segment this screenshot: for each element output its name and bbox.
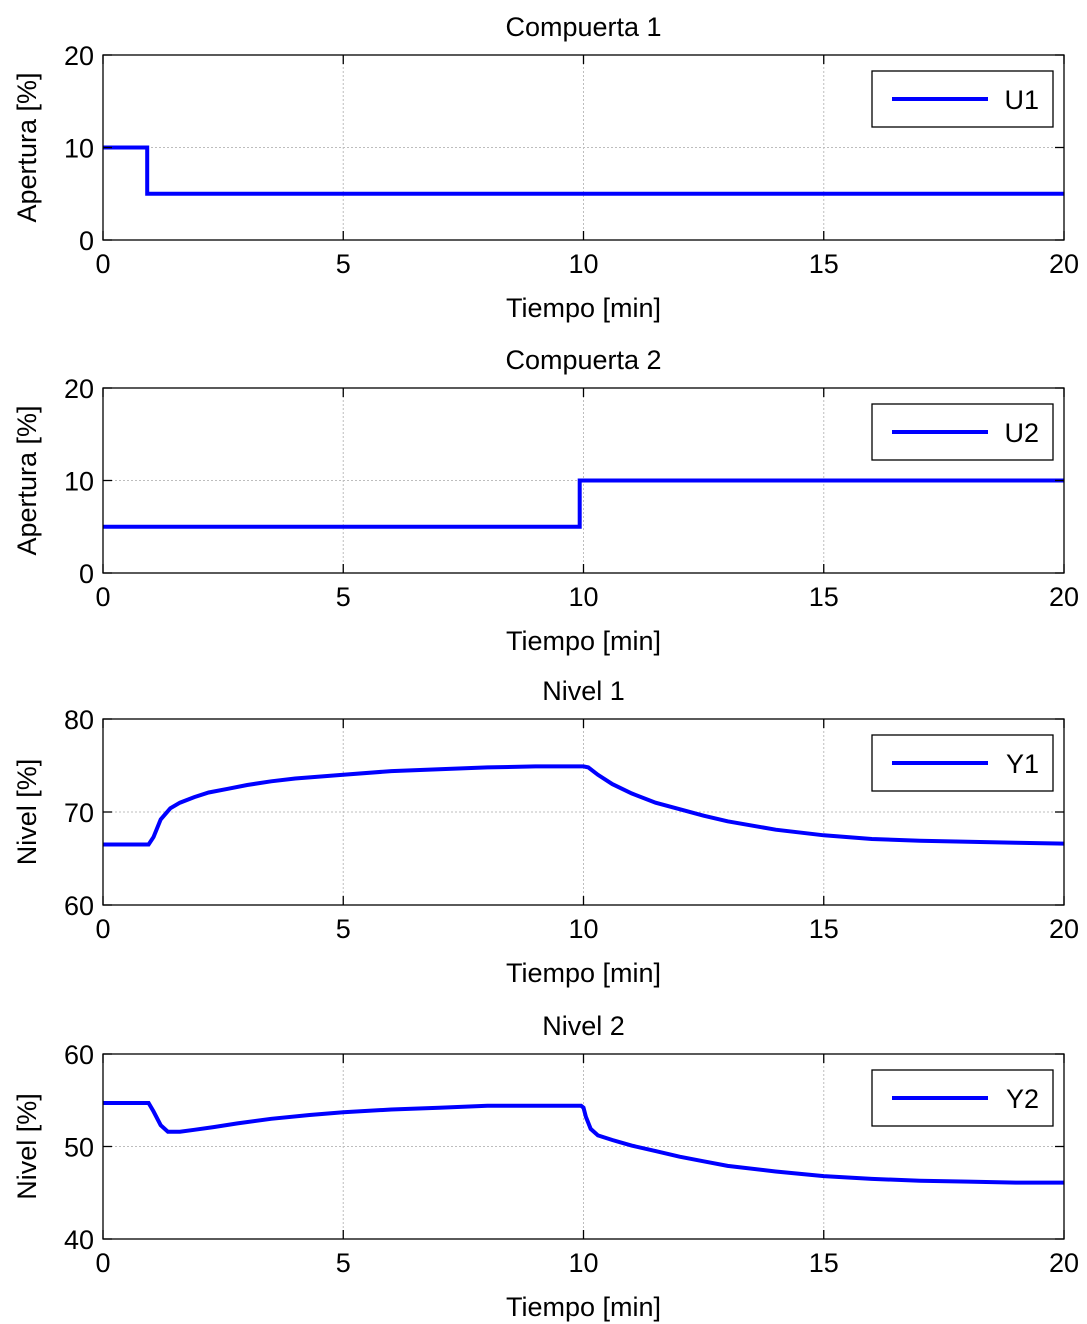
y-axis-label: Apertura [%] xyxy=(12,72,42,222)
x-tick-label: 0 xyxy=(95,914,110,944)
y-axis-label: Nivel [%] xyxy=(12,759,42,866)
x-tick-label: 15 xyxy=(809,582,839,612)
y-tick-label: 40 xyxy=(64,1225,94,1255)
subplot-title: Nivel 1 xyxy=(542,676,625,706)
y-tick-label: 0 xyxy=(79,559,94,589)
y-tick-label: 0 xyxy=(79,226,94,256)
x-tick-label: 20 xyxy=(1049,914,1079,944)
subplot-4: Nivel 2 0 5 10 15 20 40 50 60 Tiempo [min] Nivel [… xyxy=(12,1011,1079,1322)
subplot-1: Compuerta 1 0 5 10 15 20 0 10 20 Tiempo [min] Aper… xyxy=(12,12,1079,323)
x-tick-label: 0 xyxy=(95,1248,110,1278)
x-tick-label: 20 xyxy=(1049,582,1079,612)
legend-entry: Y2 xyxy=(1006,1084,1039,1114)
x-tick-label: 5 xyxy=(336,582,351,612)
x-tick-label: 15 xyxy=(809,1248,839,1278)
x-axis-label: Tiempo [min] xyxy=(506,626,661,656)
x-tick-label: 5 xyxy=(336,249,351,279)
legend-entry: U2 xyxy=(1004,418,1039,448)
x-tick-label: 20 xyxy=(1049,1248,1079,1278)
series-line-u2 xyxy=(103,478,1064,529)
x-tick-label: 0 xyxy=(95,582,110,612)
legend: U2 xyxy=(871,403,1054,461)
y-tick-label: 70 xyxy=(64,798,94,828)
subplot-title: Compuerta 2 xyxy=(505,345,661,375)
x-tick-label: 10 xyxy=(568,249,598,279)
x-tick-label: 15 xyxy=(809,249,839,279)
legend: Y2 xyxy=(871,1069,1054,1127)
subplot-3: Nivel 1 0 5 10 15 20 60 70 80 Tiempo [min] Nivel [… xyxy=(12,676,1079,988)
y-tick-label: 60 xyxy=(64,1040,94,1070)
subplot-title: Compuerta 1 xyxy=(505,12,661,42)
x-tick-label: 20 xyxy=(1049,249,1079,279)
legend-entry: U1 xyxy=(1004,85,1039,115)
x-tick-label: 5 xyxy=(336,914,351,944)
series-line-u1 xyxy=(103,145,1064,196)
y-tick-label: 80 xyxy=(64,705,94,735)
y-tick-label: 10 xyxy=(64,134,94,164)
x-tick-label: 0 xyxy=(95,249,110,279)
subplot-2: Compuerta 2 0 5 10 15 20 0 10 20 Tiempo [min] Aper… xyxy=(12,345,1079,656)
x-tick-label: 10 xyxy=(568,914,598,944)
subplot-title: Nivel 2 xyxy=(542,1011,625,1041)
x-tick-label: 10 xyxy=(568,1248,598,1278)
legend-entry: Y1 xyxy=(1006,749,1039,779)
x-axis-label: Tiempo [min] xyxy=(506,293,661,323)
y-axis-label: Nivel [%] xyxy=(12,1093,42,1200)
legend: Y1 xyxy=(871,734,1054,792)
y-axis-label: Apertura [%] xyxy=(12,405,42,555)
series-line-y1 xyxy=(103,764,1065,847)
y-tick-label: 60 xyxy=(64,891,94,921)
series-line-y2 xyxy=(103,1101,1064,1185)
x-axis-label: Tiempo [min] xyxy=(506,1292,661,1322)
x-tick-label: 10 xyxy=(568,582,598,612)
x-axis-label: Tiempo [min] xyxy=(506,958,661,988)
y-tick-label: 50 xyxy=(64,1133,94,1163)
legend: U1 xyxy=(871,70,1054,128)
y-tick-label: 20 xyxy=(64,374,94,404)
y-tick-label: 10 xyxy=(64,467,94,497)
x-tick-label: 5 xyxy=(336,1248,351,1278)
y-tick-label: 20 xyxy=(64,41,94,71)
x-tick-label: 15 xyxy=(809,914,839,944)
